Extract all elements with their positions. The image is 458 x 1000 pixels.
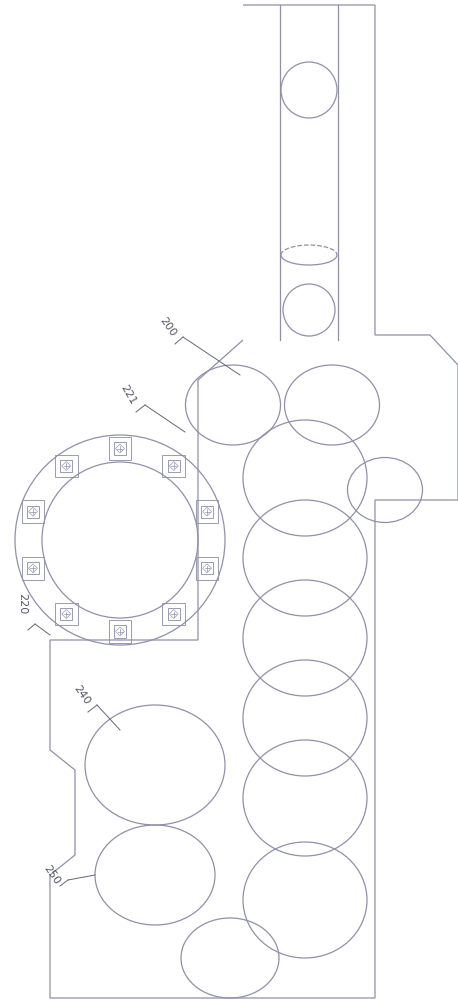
Text: 221: 221 (118, 383, 138, 407)
Text: 250: 250 (42, 863, 62, 887)
Text: 200: 200 (158, 315, 178, 339)
Text: 220: 220 (17, 593, 27, 615)
Text: 240: 240 (72, 683, 92, 707)
